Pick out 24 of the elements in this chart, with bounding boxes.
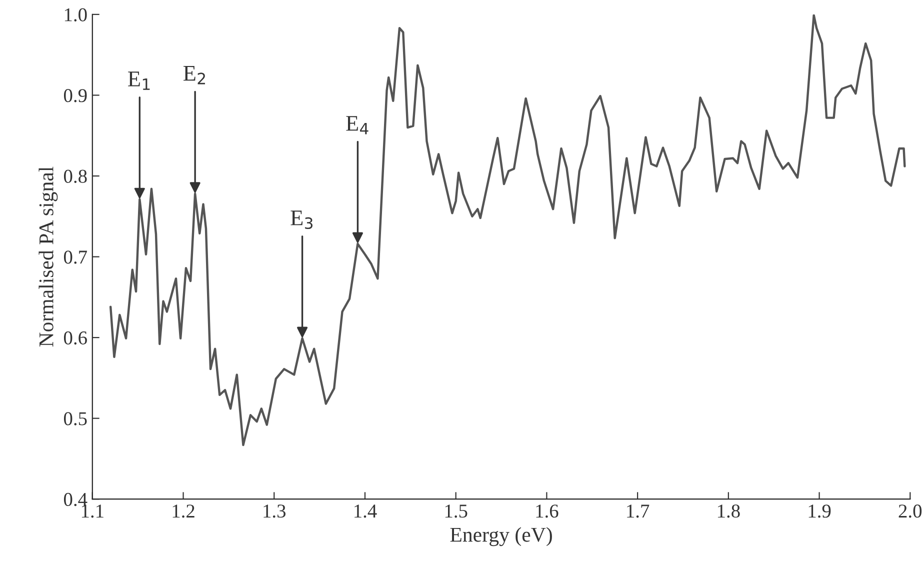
y-tick-label: 0.9 <box>64 89 87 102</box>
x-tick-label: 1.2 <box>172 504 194 518</box>
y-tick-label: 0.7 <box>64 250 87 264</box>
line-series <box>109 14 906 446</box>
x-tick-label: 1.1 <box>82 504 104 518</box>
annotation: E$_{2}$ <box>183 66 205 84</box>
y-tick-label: 0.5 <box>64 412 87 426</box>
x-tick-label: 1.5 <box>445 504 468 518</box>
x-axis-title: Energy (eV) <box>450 527 552 546</box>
x-tick-label: 1.8 <box>718 504 740 518</box>
x-tick-label: 1.6 <box>536 504 558 518</box>
y-tick-label: 0.6 <box>64 331 87 345</box>
annotation: E$_{3}$ <box>290 210 312 230</box>
y-tick-label: 0.8 <box>64 170 87 184</box>
annotation: E$_{1}$ <box>128 72 150 90</box>
y-tick-label: 0.4 <box>64 492 88 506</box>
y-tick-label: 1.0 <box>64 8 87 22</box>
annotation: E$_{4}$ <box>346 116 368 134</box>
x-tick-label: 1.9 <box>808 504 831 518</box>
y-axis-title: Normalised PA signal <box>38 166 58 347</box>
x-tick-label: 1.3 <box>264 504 286 518</box>
x-tick-label: 1.4 <box>354 504 377 518</box>
x-tick-label: 1.7 <box>627 504 650 518</box>
x-tick-label: 2.0 <box>898 504 922 518</box>
